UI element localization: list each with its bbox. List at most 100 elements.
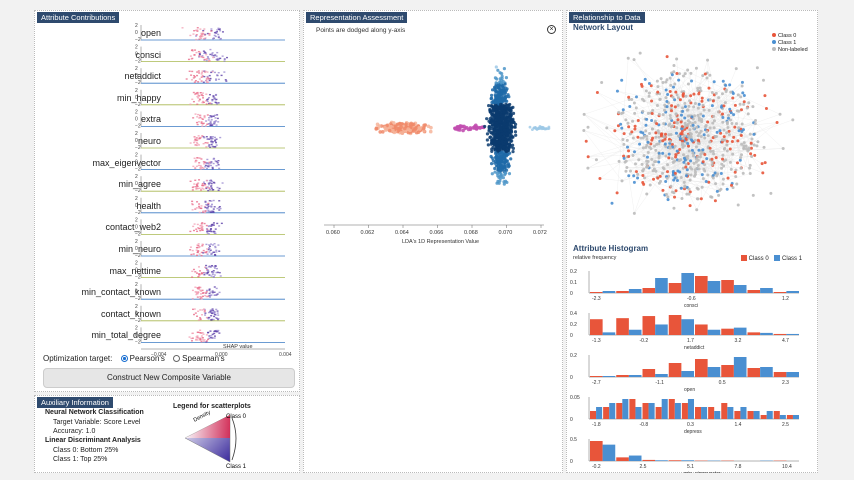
hist-attribute-name: netaddict: [684, 345, 705, 351]
network-node: [650, 119, 654, 123]
network-node: [661, 139, 665, 143]
network-node: [582, 112, 586, 116]
shap-point: [194, 138, 197, 140]
close-icon[interactable]: ×: [547, 25, 556, 34]
network-edge: [691, 134, 754, 140]
network-node: [664, 132, 668, 136]
shap-point: [213, 294, 216, 296]
shap-point: [207, 318, 210, 320]
shap-point: [197, 182, 200, 184]
shap-point: [200, 314, 203, 316]
class1-point: [490, 88, 495, 92]
spearman-radio[interactable]: [173, 355, 181, 362]
shap-point: [209, 189, 212, 191]
y-tick-label: −2: [135, 37, 141, 43]
network-node: [733, 103, 737, 107]
attribute-label-contact_known[interactable]: contact_known: [100, 308, 161, 319]
network-node: [654, 131, 658, 135]
shap-point: [208, 316, 211, 319]
shap-point: [200, 332, 203, 334]
class1-point: [504, 168, 509, 172]
network-node: [713, 199, 717, 203]
shap-point: [205, 162, 208, 165]
network-node: [646, 140, 650, 144]
attribute-label-min_total_degree[interactable]: min_total_degree: [91, 330, 161, 341]
network-node: [730, 121, 734, 125]
pearson-label[interactable]: Pearson's: [129, 354, 165, 363]
network-node: [665, 55, 669, 59]
network-node: [718, 129, 722, 133]
network-node: [703, 169, 707, 173]
hist-bar-class1: [628, 329, 642, 335]
shap-point: [208, 210, 211, 213]
attribute-label-consci[interactable]: consci: [135, 49, 161, 60]
network-node: [720, 166, 724, 170]
shap-point: [191, 57, 194, 60]
network-node: [710, 163, 714, 167]
shap-point: [204, 52, 207, 54]
shap-point: [210, 143, 213, 146]
hist-bar-class0: [642, 459, 656, 461]
class1-point: [500, 92, 504, 97]
network-node: [646, 151, 650, 155]
attribute-label-min_agree[interactable]: min_agree: [118, 179, 161, 190]
shap-point: [195, 228, 198, 230]
network-node: [657, 135, 661, 139]
network-edge: [673, 71, 753, 107]
network-edge: [584, 114, 665, 196]
network-node: [632, 58, 636, 62]
attribute-label-extra[interactable]: extra: [140, 114, 161, 125]
shap-point: [216, 317, 219, 320]
shap-point: [188, 336, 191, 338]
attribute-label-min_happy[interactable]: min_happy: [116, 92, 161, 103]
shap-point: [213, 97, 216, 99]
class1-point: [503, 86, 507, 90]
class1-point: [501, 97, 505, 102]
shap-point: [215, 120, 218, 122]
attribute-label-open[interactable]: open: [140, 28, 161, 38]
shap-point: [195, 121, 198, 124]
shap-point: [210, 123, 213, 125]
spearman-label[interactable]: Spearman's: [182, 354, 225, 363]
attribute-label-health[interactable]: health: [136, 200, 161, 211]
shap-point: [205, 167, 208, 170]
attribute-label-max_nettime[interactable]: max_nettime: [109, 265, 161, 276]
attribute-label-netaddict[interactable]: netaddict: [124, 71, 161, 82]
attribute-label-min_contact_known[interactable]: min_contact_known: [81, 287, 161, 298]
network-layout-graph[interactable]: [567, 31, 817, 241]
attribute-label-min_neuro[interactable]: min_neuro: [118, 244, 161, 254]
shap-point: [214, 232, 217, 235]
shap-point: [203, 273, 206, 276]
network-edge: [626, 146, 673, 162]
class1-point: [494, 65, 498, 69]
construct-composite-variable-button[interactable]: Construct New Composite Variable: [43, 368, 295, 388]
network-node: [742, 93, 746, 97]
shap-point: [216, 117, 219, 120]
shap-point: [212, 162, 215, 165]
network-node: [632, 101, 636, 105]
shap-point: [198, 187, 201, 189]
class1-point: [487, 104, 491, 108]
shap-point: [206, 272, 209, 275]
network-node: [682, 180, 686, 184]
shap-point: [217, 27, 220, 30]
shap-point: [202, 136, 205, 138]
network-node: [683, 185, 687, 189]
y-tick-label: 2: [135, 325, 138, 331]
network-node: [638, 142, 642, 146]
attribute-label-contact_web2[interactable]: contact_web2: [105, 222, 161, 233]
hist-bar-class1: [648, 403, 655, 419]
shap-point: [197, 266, 200, 268]
shap-point: [201, 289, 204, 292]
attribute-label-max_eigenvector[interactable]: max_eigenvector: [92, 157, 161, 168]
shap-point: [204, 125, 207, 127]
pearson-radio[interactable]: [120, 355, 128, 362]
network-node: [712, 152, 716, 156]
beeswarm-row-max_eigenvector: 20−2: [135, 153, 285, 173]
network-edge: [584, 114, 650, 148]
shap-point: [191, 70, 194, 73]
attribute-label-neuro[interactable]: neuro: [137, 136, 161, 146]
shap-point: [205, 316, 208, 319]
shap-point: [194, 167, 197, 169]
shap-point: [212, 208, 215, 210]
